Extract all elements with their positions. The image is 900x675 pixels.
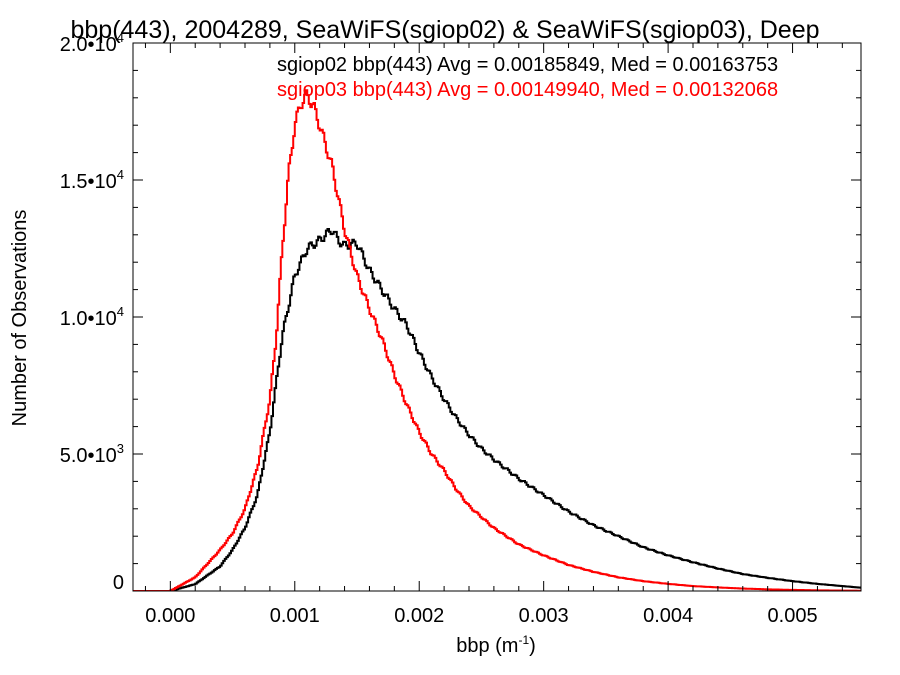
x-tick-label-1: 0.001: [270, 605, 320, 627]
x-tick-label-5: 0.005: [768, 605, 818, 627]
y-tick-label-2: 1.0•104: [60, 304, 124, 330]
axes: 0.000 0.001 0.002 0.003 0.004 0.005 0 5.0•103 1.…: [60, 30, 862, 627]
legend-entry-1: sgiop02 bbp(443) Avg = 0.00185849, Med =…: [277, 54, 778, 76]
y-tick-label-1: 5.0•103: [60, 441, 124, 467]
y-tick-label-4: 2.0•104: [60, 30, 124, 56]
x-axis-label: bbp (m-1): [456, 633, 536, 657]
legend-entry-2: sgiop03 bbp(443) Avg = 0.00149940, Med =…: [277, 79, 778, 101]
x-tick-label-3: 0.003: [519, 605, 569, 627]
y-tick-label-0: 0: [113, 572, 124, 594]
x-tick-label-2: 0.002: [394, 605, 444, 627]
plot-frame: [132, 42, 862, 592]
x-axis-label-close: ): [529, 635, 536, 657]
x-axis-label-exponent: -1: [518, 633, 529, 647]
x-tick-label-0: 0.000: [145, 605, 195, 627]
legend: sgiop02 bbp(443) Avg = 0.00185849, Med =…: [277, 54, 778, 101]
series-line-2: [133, 89, 861, 591]
series-line-1: [133, 228, 861, 591]
x-axis-label-main: bbp (m: [456, 635, 518, 657]
chart-title: bbp(443), 2004289, SeaWiFS(sgiop02) & Se…: [70, 16, 819, 44]
y-tick-label-3: 1.5•104: [60, 167, 124, 193]
plot-area: [133, 89, 861, 591]
x-tick-label-4: 0.004: [643, 605, 693, 627]
y-axis-label: Number of Observations: [9, 210, 31, 427]
